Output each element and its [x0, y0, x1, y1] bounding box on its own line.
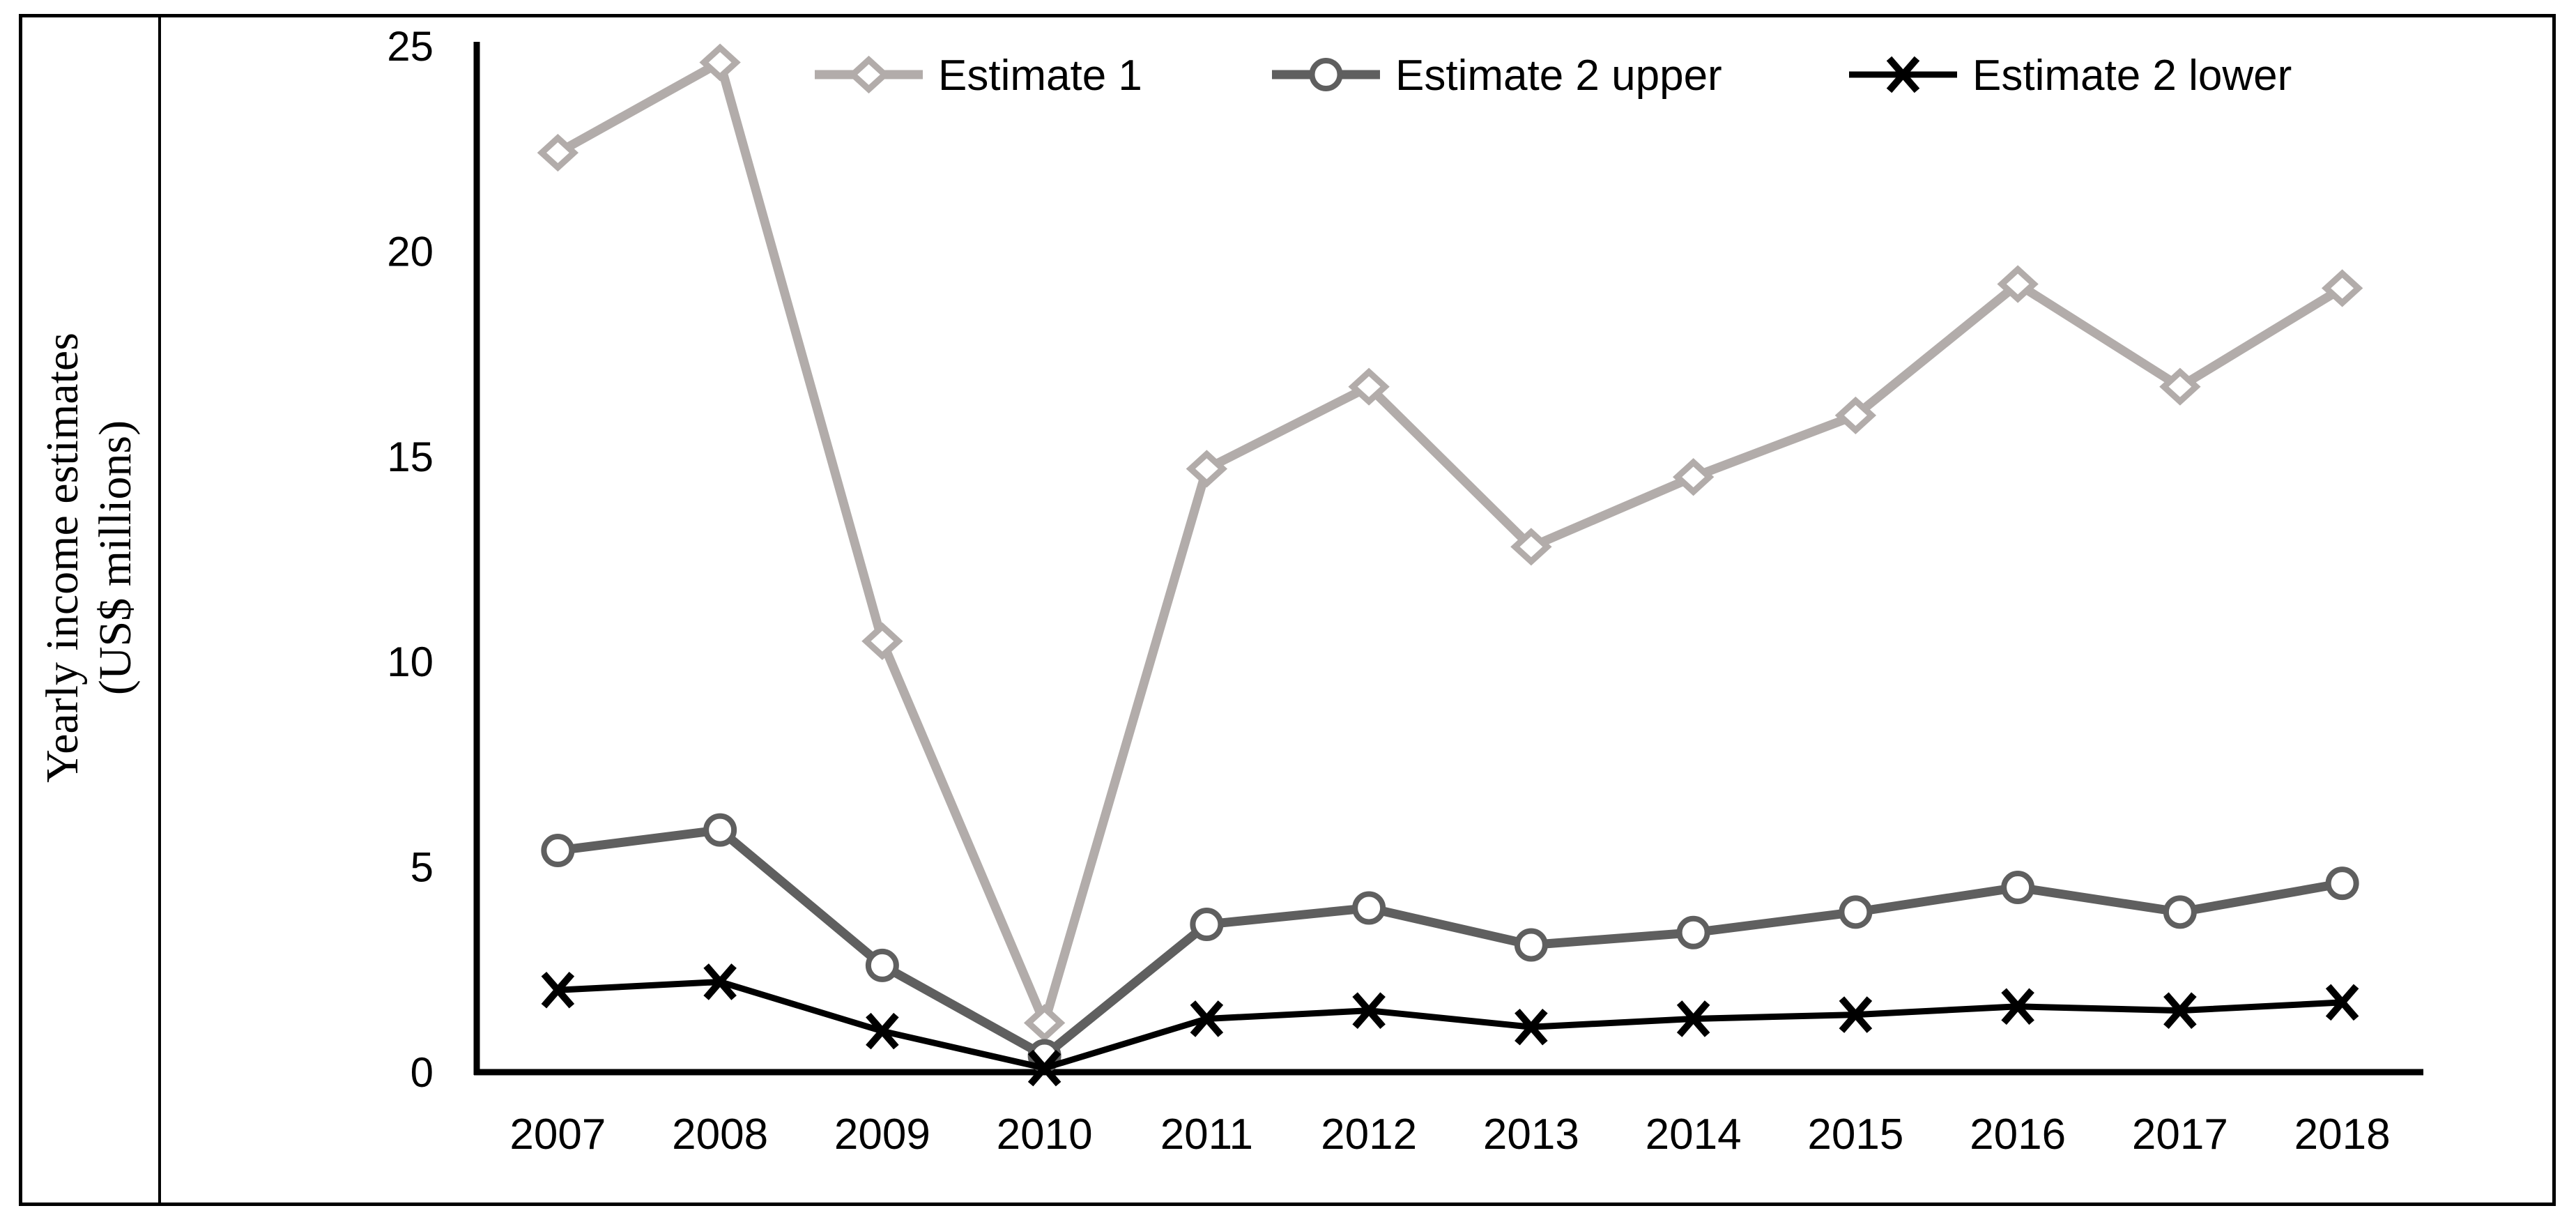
- data-point-estimate-1-2012: [1348, 367, 1390, 406]
- data-point-estimate-2-lower-2017: [2163, 992, 2197, 1029]
- data-point-estimate-2-upper-2009: [865, 948, 899, 982]
- legend-label-estimate-2-lower: Estimate 2 lower: [1972, 52, 2292, 100]
- series-line-estimate-2-upper: [557, 825, 2343, 1060]
- data-point-estimate-2-lower-2011: [1190, 1000, 1224, 1037]
- legend: Estimate 1 Estimate 2 upper Estimate 2 low…: [815, 52, 2292, 100]
- data-point-estimate-2-upper-2007: [541, 834, 575, 868]
- x-tick-label-2015: 2015: [1807, 1110, 1903, 1159]
- data-point-estimate-2-lower-2016: [2001, 988, 2034, 1025]
- data-point-estimate-1-2018: [2321, 269, 2363, 307]
- data-point-estimate-1-2013: [1510, 528, 1552, 566]
- x-tick-label-2011: 2011: [1160, 1110, 1253, 1159]
- series-line-estimate-2-lower: [558, 978, 2343, 1071]
- x-tick-label-2008: 2008: [672, 1110, 768, 1159]
- data-point-estimate-2-lower-2014: [1676, 1000, 1710, 1037]
- data-point-estimate-2-lower-2013: [1515, 1008, 1548, 1046]
- data-point-estimate-2-lower-2018: [2325, 984, 2359, 1021]
- data-point-estimate-2-upper-2012: [1352, 891, 1386, 925]
- data-point-estimate-2-lower-2010: [1027, 1049, 1061, 1087]
- x-tick-label-2007: 2007: [509, 1110, 606, 1159]
- data-point-estimate-2-upper-2015: [1839, 895, 1873, 929]
- legend-label-estimate-2-upper: Estimate 2 upper: [1395, 52, 1722, 100]
- y-tick-label-20: 20: [387, 228, 434, 275]
- data-point-estimate-2-upper-2016: [2001, 871, 2035, 905]
- data-point-estimate-2-lower-2008: [703, 963, 737, 1000]
- x-tick-label-2009: 2009: [834, 1110, 930, 1159]
- y-tick-label-5: 5: [411, 844, 434, 891]
- legend-diamond-icon: [848, 55, 890, 94]
- y-tick-label-15: 15: [387, 434, 434, 480]
- data-point-estimate-2-lower-2015: [1839, 996, 1873, 1033]
- table-cell-divider: [158, 14, 161, 1206]
- legend-item-estimate-2-lower: Estimate 2 lower: [1849, 52, 2292, 100]
- data-point-estimate-1-2015: [1834, 396, 1877, 435]
- data-point-estimate-1-2008: [699, 43, 741, 82]
- data-point-estimate-2-lower-2012: [1352, 992, 1386, 1029]
- data-point-estimate-1-2009: [861, 622, 903, 660]
- data-point-estimate-1-2014: [1672, 458, 1715, 496]
- data-point-estimate-2-lower-2007: [541, 971, 575, 1009]
- x-tick-label-2010: 2010: [997, 1110, 1093, 1159]
- data-point-estimate-1-2017: [2159, 367, 2201, 406]
- legend-label-estimate-1: Estimate 1: [938, 52, 1142, 100]
- series-estimate-2-upper: [541, 813, 2359, 1073]
- data-point-estimate-1-2011: [1186, 450, 1228, 488]
- series-estimate-2-lower: [541, 963, 2359, 1087]
- y-tick-label-0: 0: [411, 1049, 434, 1096]
- y-tick-label-10: 10: [387, 639, 434, 685]
- legend-circle-icon: [1309, 58, 1343, 91]
- x-tick-label-2013: 2013: [1483, 1110, 1579, 1159]
- x-tick-label-2012: 2012: [1321, 1110, 1417, 1159]
- legend-item-estimate-1: Estimate 1: [815, 52, 1142, 100]
- x-tick-label-2016: 2016: [1970, 1110, 2066, 1159]
- data-point-estimate-2-upper-2011: [1190, 908, 1224, 942]
- legend-x-icon: [1886, 56, 1920, 93]
- data-point-estimate-1-2007: [537, 133, 579, 172]
- data-point-estimate-2-upper-2008: [703, 813, 737, 847]
- data-point-estimate-1-2016: [1997, 265, 2039, 303]
- data-point-estimate-2-upper-2017: [2163, 895, 2197, 929]
- data-point-estimate-2-upper-2013: [1514, 928, 1548, 962]
- x-tick-label-2018: 2018: [2294, 1110, 2391, 1159]
- data-point-estimate-2-upper-2014: [1676, 915, 1710, 949]
- x-tick-label-2017: 2017: [2132, 1110, 2228, 1159]
- y-tick-label-25: 25: [387, 23, 434, 70]
- data-point-estimate-2-upper-2018: [2325, 867, 2359, 901]
- data-point-estimate-1-2010: [1023, 1004, 1066, 1042]
- x-tick-label-2014: 2014: [1646, 1110, 1742, 1159]
- data-point-estimate-2-lower-2009: [866, 1012, 899, 1050]
- series-estimate-1: [537, 43, 2363, 1042]
- legend-item-estimate-2-upper: Estimate 2 upper: [1272, 52, 1722, 100]
- series-line-estimate-1: [555, 58, 2345, 1028]
